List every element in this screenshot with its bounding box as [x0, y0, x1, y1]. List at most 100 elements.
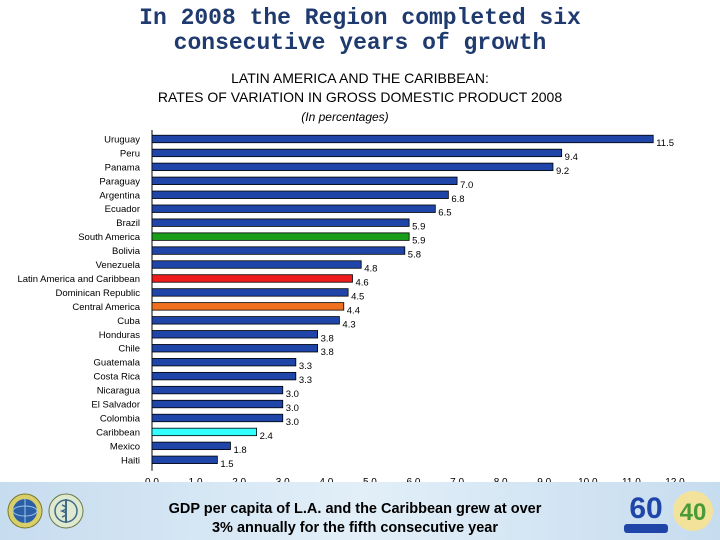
category-label: South America — [78, 232, 140, 243]
bar — [151, 330, 319, 339]
value-label: 5.9 — [412, 236, 425, 247]
slide-headline: In 2008 the Region completed six consecu… — [0, 6, 720, 56]
category-label: Dominican Republic — [56, 288, 141, 299]
category-label: Costa Rica — [94, 372, 141, 383]
value-label: 5.9 — [412, 222, 425, 233]
x-tick-label: 8.0 — [494, 477, 508, 486]
category-label: Mexico — [110, 441, 140, 452]
value-label: 4.5 — [351, 291, 364, 302]
value-label: 3.8 — [321, 347, 334, 358]
bar — [151, 274, 353, 283]
bar — [151, 385, 284, 395]
x-tick-label: 7.0 — [450, 477, 464, 486]
value-label: 3.0 — [286, 417, 299, 428]
bar — [151, 246, 406, 255]
bar — [151, 260, 362, 269]
gdp-bar-chart: Uruguay 11.5 Peru 9.4 Panama 9.2 Paraguay 7.0 Ar… — [17, 130, 685, 486]
logo-60-text: 60 — [629, 492, 662, 525]
anniversary-40-logo: 40 — [673, 491, 713, 531]
value-label: 5.8 — [408, 250, 421, 261]
chart-title-line-1: LATIN AMERICA AND THE CARIBBEAN: — [231, 70, 489, 86]
x-tick-label: 12.0 — [665, 477, 685, 486]
category-label: Caribbean — [96, 427, 140, 438]
chart-subtitle: (In percentages) — [301, 110, 389, 124]
un-globe-icon — [7, 493, 43, 529]
value-label: 3.3 — [299, 375, 312, 386]
value-label: 4.3 — [342, 319, 355, 330]
bar — [151, 441, 231, 451]
bar — [151, 358, 297, 367]
bar — [151, 190, 449, 199]
x-tick-label: 5.0 — [363, 477, 377, 486]
value-label: 6.5 — [438, 208, 451, 219]
category-label: Argentina — [99, 190, 140, 201]
category-label: Brazil — [116, 218, 140, 229]
value-label: 3.8 — [321, 333, 334, 344]
value-label: 3.0 — [286, 389, 299, 400]
value-label: 9.4 — [565, 152, 578, 163]
value-label: 4.4 — [347, 305, 360, 316]
logo-40-text: 40 — [680, 499, 707, 526]
category-label: Ecuador — [105, 204, 140, 215]
x-tick-label: 10.0 — [578, 477, 598, 486]
bar — [151, 204, 436, 213]
bar — [151, 148, 563, 158]
category-label: Latin America and Caribbean — [17, 274, 140, 285]
category-label: Cuba — [117, 316, 140, 327]
x-tick-label: 11.0 — [622, 477, 641, 486]
value-label: 9.2 — [556, 166, 569, 177]
value-label: 4.8 — [364, 264, 377, 275]
category-label: Paraguay — [99, 176, 140, 187]
category-label: Guatemala — [94, 358, 141, 369]
chart-title-line-2: RATES OF VARIATION IN GROSS DOMESTIC PRO… — [157, 89, 563, 105]
value-label: 3.3 — [299, 361, 312, 372]
bar — [151, 316, 340, 325]
footer-caption: GDP per capita of L.A. and the Caribbean… — [120, 500, 590, 538]
value-label: 6.8 — [451, 194, 464, 205]
caption-line-2: 3% annually for the fifth consecutive ye… — [211, 520, 499, 536]
bar — [151, 176, 458, 185]
value-label: 7.0 — [460, 180, 473, 191]
x-tick-label: 6.0 — [407, 477, 421, 486]
bar — [151, 232, 410, 241]
category-label: Uruguay — [104, 134, 140, 145]
value-label: 1.5 — [220, 459, 233, 470]
category-label: Peru — [120, 148, 140, 159]
bar — [151, 288, 349, 297]
category-label: Bolivia — [112, 246, 141, 257]
category-label: Chile — [118, 344, 140, 355]
x-tick-label: 3.0 — [276, 477, 290, 486]
value-label: 11.5 — [656, 138, 674, 149]
bar — [151, 455, 218, 464]
bar — [151, 344, 319, 353]
eclac-60-years-logo: 60 — [624, 492, 668, 533]
x-tick-label: 1.0 — [189, 477, 203, 486]
x-tick-label: 2.0 — [232, 477, 246, 486]
category-label: Nicaragua — [97, 386, 141, 397]
category-label: Haiti — [121, 455, 140, 466]
bar — [151, 134, 654, 144]
category-label: Central America — [72, 302, 140, 313]
bar — [151, 371, 297, 381]
bar — [151, 427, 257, 437]
category-label: El Salvador — [91, 400, 140, 411]
value-label: 4.6 — [355, 277, 368, 288]
caption-line-1: GDP per capita of L.A. and the Caribbean… — [168, 501, 542, 517]
category-label: Colombia — [100, 413, 141, 424]
bar — [151, 399, 284, 409]
bar — [151, 302, 345, 311]
value-label: 2.4 — [260, 431, 273, 442]
headline-line-2: consecutive years of growth — [173, 30, 547, 56]
bar — [151, 218, 410, 227]
category-label: Honduras — [99, 330, 140, 341]
footer-band — [0, 482, 720, 540]
x-tick-label: 0.0 — [145, 477, 159, 486]
x-tick-label: 9.0 — [537, 477, 551, 486]
value-label: 1.8 — [233, 445, 246, 456]
headline-line-1: In 2008 the Region completed six — [139, 5, 581, 31]
who-emblem-icon — [48, 493, 84, 529]
value-label: 3.0 — [286, 403, 299, 414]
category-label: Venezuela — [96, 260, 141, 271]
bar — [151, 162, 554, 172]
bar — [151, 413, 284, 423]
